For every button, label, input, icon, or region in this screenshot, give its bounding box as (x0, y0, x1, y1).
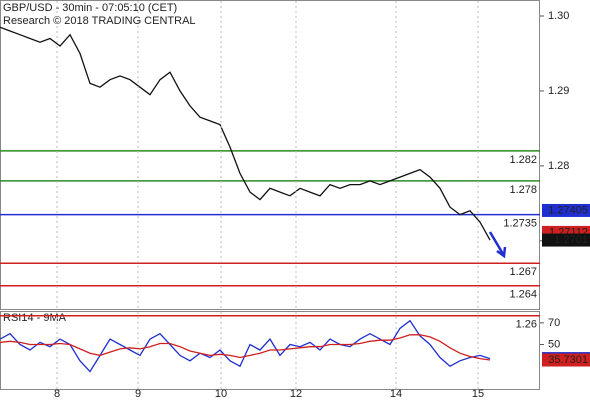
chart-title: GBP/USD - 30min - 07:05:10 (CET) (3, 2, 177, 14)
price-tag (542, 353, 590, 367)
y-tick-label: 70 (548, 317, 560, 329)
series-line (0, 319, 491, 373)
rsi-pane (0, 311, 540, 390)
y-tick-label: 1.30 (548, 10, 569, 22)
y-tick-label: 1.29 (548, 85, 569, 97)
price-tag-label: 1.2701 (554, 234, 588, 246)
arrow (488, 231, 507, 259)
chart-subtitle: Research © 2018 TRADING CENTRAL (3, 15, 196, 27)
price-tag-label: 1.27405 (548, 204, 588, 216)
level-label: 1.278 (509, 184, 537, 196)
level-label: 1.282 (509, 154, 537, 166)
x-tick-label: 9 (135, 388, 141, 400)
level-label: 1.267 (509, 266, 537, 278)
series-line (0, 334, 491, 361)
x-tick-label: 10 (215, 388, 227, 400)
price-pane (0, 0, 540, 310)
y-tick-label: 1.28 (548, 160, 569, 172)
x-tick-label: 12 (290, 388, 302, 400)
price-tag (542, 233, 590, 247)
x-tick-label: 8 (54, 388, 60, 400)
level-label: 1.2735 (503, 217, 537, 229)
level-label: 1.264 (509, 289, 537, 301)
x-tick-label: 14 (390, 388, 402, 400)
y-tick-label: 50 (548, 338, 560, 350)
series-line (0, 26, 491, 241)
x-tick-label: 15 (472, 388, 484, 400)
price-tag-label: 35.7301 (548, 354, 588, 366)
rsi-title: RSI14 - 9MA (3, 312, 67, 324)
level-label: 1.26 (516, 319, 537, 331)
price-tag (542, 203, 590, 217)
